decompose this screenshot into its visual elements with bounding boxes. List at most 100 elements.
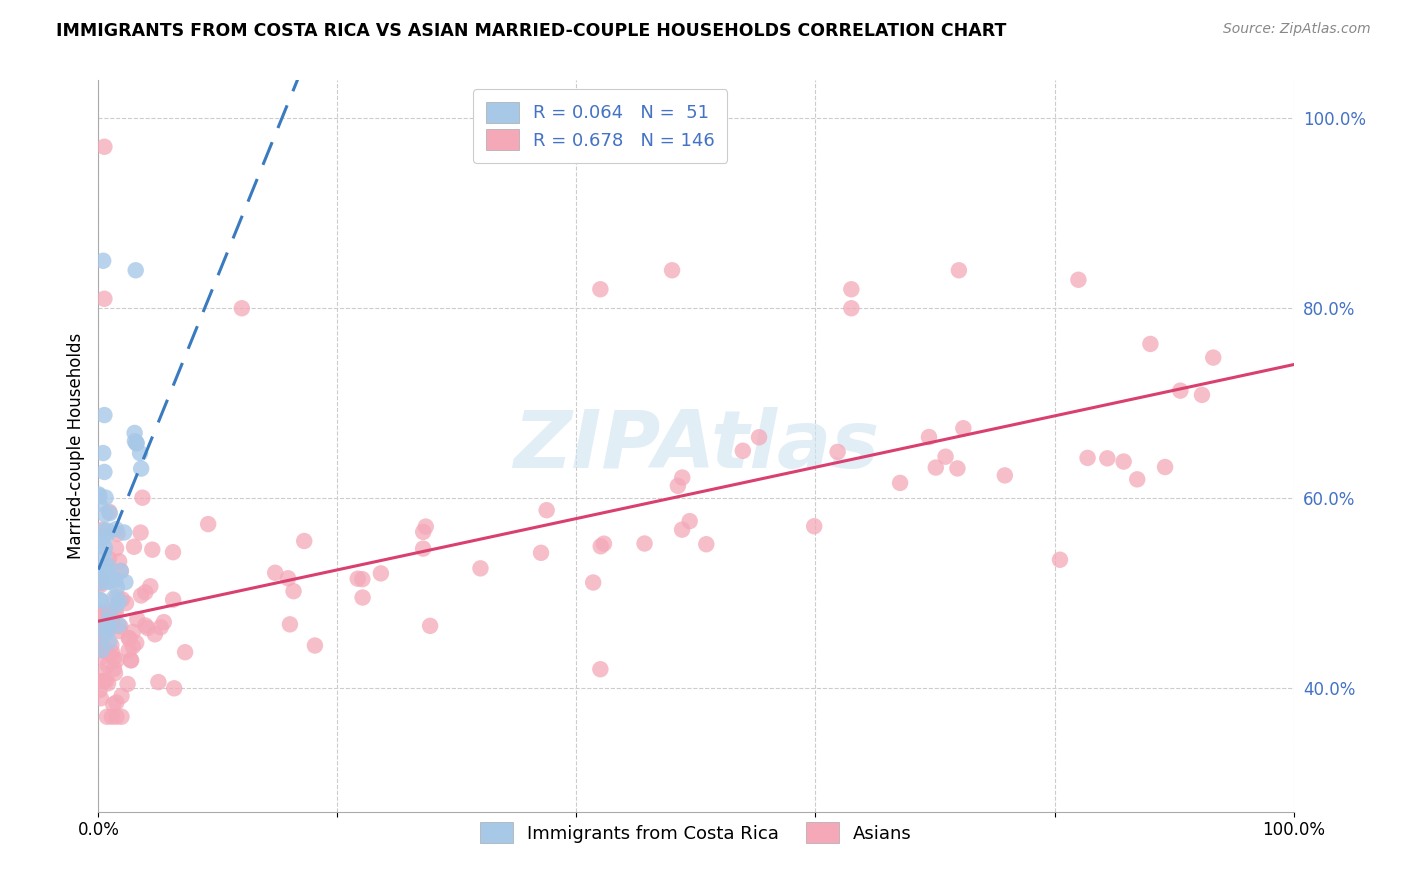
Point <box>283 584 305 599</box>
Point <box>108 618 131 632</box>
Point <box>94 491 117 505</box>
Point <box>131 491 153 505</box>
Point <box>89 593 111 607</box>
Point <box>90 643 112 657</box>
Point <box>91 531 114 545</box>
Point <box>104 606 127 620</box>
Point <box>103 698 125 712</box>
Point <box>841 301 863 316</box>
Point <box>1112 454 1135 468</box>
Point <box>352 572 374 586</box>
Point <box>671 470 693 484</box>
Point <box>278 617 301 632</box>
Point <box>125 636 148 650</box>
Point <box>122 540 145 554</box>
Point <box>96 710 118 724</box>
Point <box>94 508 117 522</box>
Point <box>589 282 612 296</box>
Point <box>671 523 693 537</box>
Point <box>100 638 122 652</box>
Point <box>93 465 115 479</box>
Point <box>117 677 139 691</box>
Point <box>98 506 121 520</box>
Point <box>89 571 111 585</box>
Point <box>277 571 299 585</box>
Point <box>110 564 132 578</box>
Point <box>103 651 125 665</box>
Point <box>89 578 111 592</box>
Point <box>666 479 689 493</box>
Point <box>679 514 702 528</box>
Point <box>94 644 117 658</box>
Point <box>115 596 138 610</box>
Text: ZIPAtlas: ZIPAtlas <box>513 407 879 485</box>
Point <box>125 263 148 277</box>
Point <box>946 461 969 475</box>
Point <box>889 475 911 490</box>
Point <box>110 619 132 633</box>
Point <box>731 443 754 458</box>
Point <box>695 537 717 551</box>
Point <box>197 517 219 532</box>
Legend: Immigrants from Costa Rica, Asians: Immigrants from Costa Rica, Asians <box>472 815 920 850</box>
Point <box>1126 472 1149 486</box>
Point <box>1202 351 1225 365</box>
Point <box>352 591 374 605</box>
Point <box>98 505 121 519</box>
Point <box>105 710 128 724</box>
Point <box>98 614 121 628</box>
Point <box>419 619 441 633</box>
Point <box>935 450 957 464</box>
Point <box>412 541 434 556</box>
Point <box>105 541 128 556</box>
Point <box>90 691 112 706</box>
Point <box>1154 460 1177 475</box>
Point <box>98 605 121 619</box>
Point <box>124 434 146 449</box>
Point <box>118 631 141 645</box>
Point <box>93 548 115 562</box>
Point <box>129 589 152 603</box>
Point <box>101 646 124 660</box>
Point <box>1097 451 1119 466</box>
Point <box>98 551 121 566</box>
Point <box>89 621 111 635</box>
Point <box>1067 273 1090 287</box>
Point <box>90 575 112 590</box>
Point <box>304 639 326 653</box>
Point <box>105 653 128 667</box>
Point <box>97 614 120 628</box>
Point <box>97 624 120 638</box>
Point <box>292 534 315 549</box>
Point <box>129 446 152 460</box>
Y-axis label: Married-couple Households: Married-couple Households <box>66 333 84 559</box>
Point <box>118 643 141 657</box>
Point <box>96 524 118 538</box>
Point <box>141 542 163 557</box>
Point <box>110 689 132 703</box>
Point <box>97 658 120 673</box>
Point <box>593 537 616 551</box>
Point <box>90 650 112 665</box>
Point <box>101 710 124 724</box>
Point <box>264 566 287 580</box>
Point <box>174 645 197 659</box>
Point <box>93 568 115 582</box>
Point <box>346 572 368 586</box>
Point <box>1077 450 1099 465</box>
Point <box>162 592 184 607</box>
Point <box>370 566 392 581</box>
Point <box>121 640 143 654</box>
Point <box>105 598 128 612</box>
Point <box>91 665 114 680</box>
Point <box>90 566 112 581</box>
Point <box>231 301 253 316</box>
Point <box>948 263 970 277</box>
Point <box>105 522 128 536</box>
Point <box>129 525 152 540</box>
Point <box>89 607 111 621</box>
Point <box>633 536 655 550</box>
Point <box>105 590 128 604</box>
Point <box>93 558 115 573</box>
Point <box>91 523 114 537</box>
